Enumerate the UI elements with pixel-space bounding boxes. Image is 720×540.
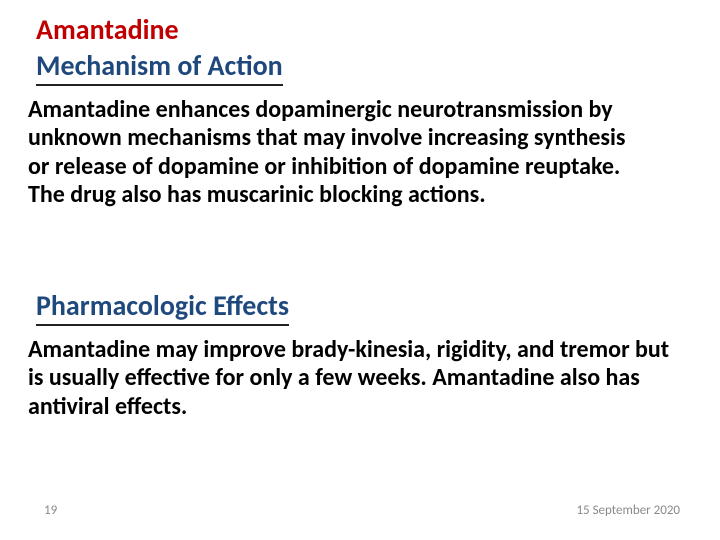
section-heading-effects: Pharmacologic Effects <box>36 288 289 326</box>
drug-title: Amantadine <box>36 12 179 47</box>
footer-date: 15 September 2020 <box>576 503 680 518</box>
section-body-mechanism: Amantadine enhances dopaminergic neurotr… <box>28 96 628 209</box>
section-body-effects: Amantadine may improve brady-kinesia, ri… <box>28 336 688 421</box>
page-number: 19 <box>44 503 57 518</box>
slide: Amantadine Mechanism of Action Amantadin… <box>0 0 720 540</box>
section-heading-mechanism: Mechanism of Action <box>36 48 283 86</box>
